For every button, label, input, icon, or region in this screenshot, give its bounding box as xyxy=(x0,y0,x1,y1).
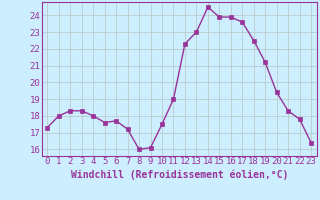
X-axis label: Windchill (Refroidissement éolien,°C): Windchill (Refroidissement éolien,°C) xyxy=(70,169,288,180)
